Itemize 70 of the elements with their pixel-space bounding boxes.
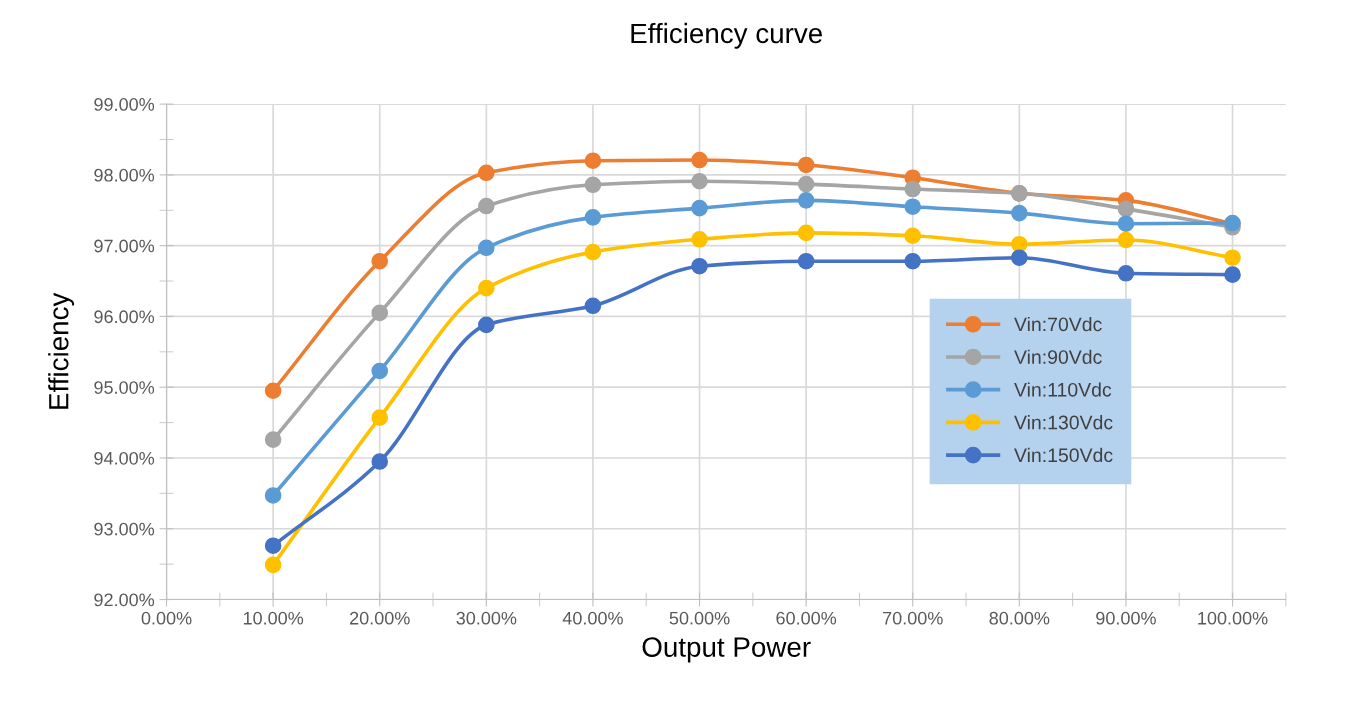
point [691,151,708,169]
point [1117,231,1135,249]
y-tick-label: 92.00% [94,593,155,607]
x-tick-label: 100.00% [1198,611,1268,625]
y-tick-label: 95.00% [94,381,155,394]
point [1011,235,1028,253]
y-tick-label: 97.00% [94,239,155,253]
y-tick-label: 99.00% [94,98,155,111]
point [584,176,602,194]
point [264,431,282,448]
point [478,164,495,182]
point [371,252,389,270]
point [691,230,708,248]
legend-label: Vin:110Vdc [1014,382,1112,397]
x-tick-label: 60.00% [776,611,837,625]
point [584,297,602,315]
point [371,304,389,322]
x-tick-label: 50.00% [669,611,730,625]
legend-label: Vin:150Vdc [1014,447,1113,463]
y-tick-label: 96.00% [94,310,155,324]
y-tick-label: 94.00% [94,451,155,465]
point [478,239,495,257]
point [797,175,815,193]
point [797,224,815,242]
legend-label: Vin:130Vdc [1014,415,1113,430]
point [264,382,282,400]
point [264,556,282,574]
point [478,279,495,297]
point [584,243,602,261]
x-tick-label: 20.00% [350,611,410,625]
point [1117,200,1135,218]
point [1117,264,1135,282]
x-tick-label: 90.00% [1096,611,1156,625]
point [1224,266,1241,283]
legend-label: Vin:70Vdc [1014,316,1102,332]
point [691,257,708,275]
point [797,156,815,174]
point [371,362,389,380]
point [1011,204,1028,222]
point [797,252,815,270]
point [904,198,922,216]
y-axis-title: Efficiency [48,292,75,409]
x-tick-label: 30.00% [456,611,517,625]
point [371,453,389,470]
point [264,487,282,504]
y-tick-label: 93.00% [94,522,155,536]
x-tick-label: 40.00% [562,611,623,625]
point [584,152,602,170]
point [478,197,495,215]
legend-label: Vin:90Vdc [1014,349,1102,364]
point [1117,215,1135,233]
point [904,252,922,270]
y-tick-label: 98.00% [94,168,155,182]
x-tick-label: 10.00% [243,611,304,625]
x-axis-title: Output Power [642,637,811,663]
x-tick-label: 80.00% [989,611,1050,625]
x-tick-label: 0.00% [141,611,192,625]
point [371,409,389,426]
x-tick-label: 70.00% [883,611,943,625]
point [478,316,495,334]
point [1011,249,1028,266]
point [264,537,282,555]
chart-title: Efficiency curve [631,22,822,49]
point [797,192,815,209]
point [1224,249,1241,266]
point [691,172,708,190]
point [904,180,922,198]
point [904,227,922,245]
point [584,209,602,226]
point [691,199,708,217]
